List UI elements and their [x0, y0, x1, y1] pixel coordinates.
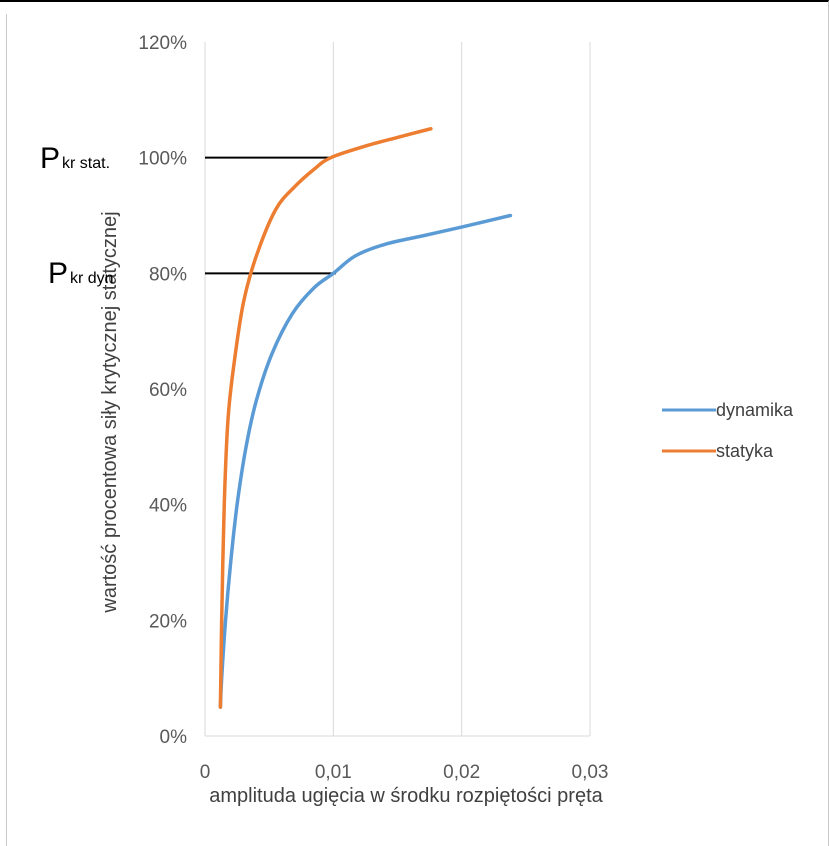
legend-label-dynamika: dynamika — [716, 400, 794, 420]
annotation-pkr-stat-sub: kr stat. — [62, 155, 110, 172]
y-tick-label: 120% — [138, 33, 187, 54]
annotations: P kr stat. P kr dyn — [40, 142, 114, 290]
series-layer — [218, 127, 513, 709]
x-axis-title: amplituda ugięcia w środku rozpiętości p… — [209, 785, 603, 807]
y-tick-label: 100% — [138, 149, 187, 170]
series-line-statyka — [218, 127, 433, 709]
reference-lines — [205, 156, 336, 275]
x-tick-label: 0,01 — [315, 762, 352, 783]
y-tick-label: 60% — [149, 380, 187, 401]
y-axis-title: wartość procentowa siły krytycznej staty… — [99, 211, 121, 613]
gridlines — [204, 42, 591, 737]
x-tick-label: 0 — [200, 762, 211, 783]
x-tick-label: 0,03 — [572, 762, 609, 783]
frame-left-edge — [6, 14, 7, 846]
y-tick-label: 0% — [160, 727, 188, 748]
y-tick-label: 80% — [149, 264, 187, 285]
y-tick-label: 40% — [149, 496, 187, 517]
series-line-dynamika — [218, 213, 513, 709]
legend-label-statyka: statyka — [716, 441, 774, 461]
x-tick-label: 0,02 — [443, 762, 480, 783]
annotation-pkr-stat-main: P — [40, 142, 60, 175]
annotation-pkr-dyn-sub: kr dyn — [70, 270, 114, 287]
legend: dynamika statyka — [662, 400, 794, 461]
annotation-pkr-dyn-main: P — [48, 257, 68, 290]
tick-labels: 0 0,01 0,02 0,03 0% 20% 40% 60% 80% 100% 120% — [138, 33, 608, 783]
y-tick-label: 20% — [149, 611, 187, 632]
